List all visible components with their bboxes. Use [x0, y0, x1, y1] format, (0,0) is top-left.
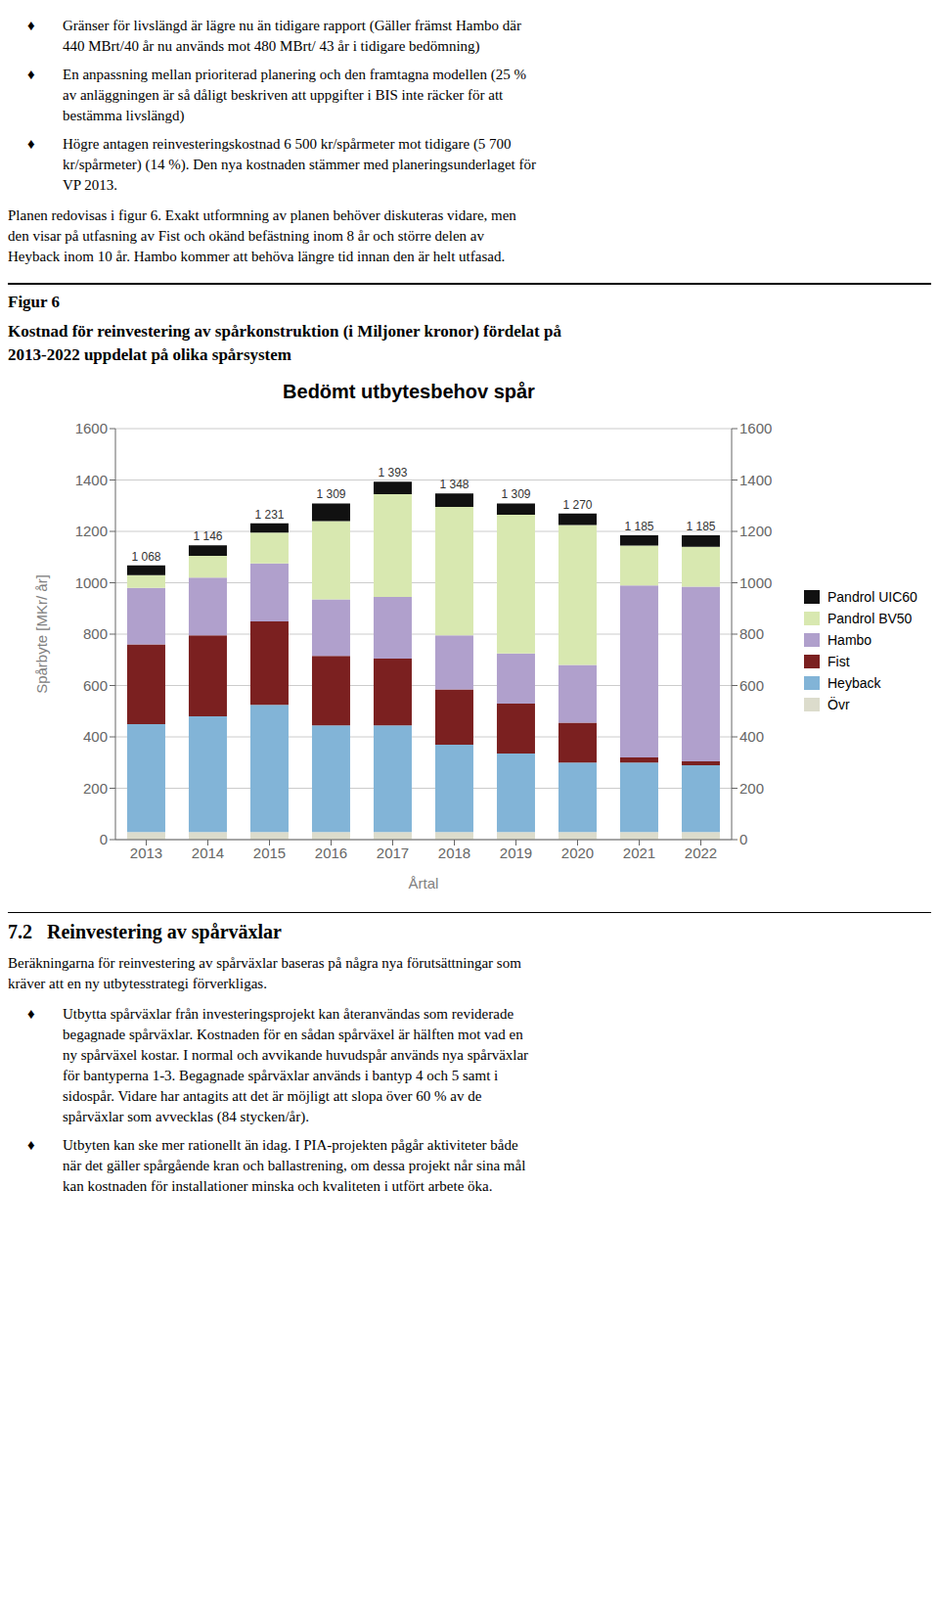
html-text:för bantyperna 1-3. Begagnade: för bantyperna 1-3. Begagnade spårväxlar…: [62, 1067, 499, 1083]
svg-text:1 146: 1 146: [192, 529, 223, 543]
html-text:Fist: Fist: [827, 653, 850, 670]
html-text:Pandrol UIC60: Pandrol UIC60: [827, 588, 918, 605]
svg-text:2017: 2017: [376, 844, 409, 861]
svg-text:1 393: 1 393: [377, 465, 407, 480]
html-text:av anläggningen är så dåligt b: av anläggningen är så dåligt beskriven a…: [62, 87, 504, 103]
svg-text:1400: 1400: [75, 471, 108, 489]
svg-text:1 270: 1 270: [562, 497, 592, 512]
html-text:En anpassning mellan prioriter: En anpassning mellan prioriterad planeri…: [62, 66, 527, 83]
html-text:kräver att en ny utbytesstrate: kräver att en ny utbytesstrategi förverk…: [7, 975, 267, 991]
svg-text:2019: 2019: [499, 844, 533, 861]
html-text:Utbytta spårväxlar från invest: Utbytta spårväxlar från investeringsproj…: [62, 1005, 514, 1022]
html-text:Kostnad för reinvestering av s: Kostnad för reinvestering av spårkonstru…: [7, 321, 562, 341]
html-text:Gränser för livslängd är lägre: Gränser för livslängd är lägre nu än tid…: [62, 17, 522, 34]
svg-text:200: 200: [739, 779, 764, 797]
svg-text:1 185: 1 185: [624, 519, 654, 534]
svg-text:2015: 2015: [253, 844, 286, 861]
html-text:kr/spårmeter) (14 %). Den nya: kr/spårmeter) (14 %). Den nya kostnaden …: [62, 156, 537, 173]
html-text:Övr: Övr: [827, 696, 850, 713]
svg-text:1000: 1000: [75, 574, 108, 591]
html-text:Utbyten kan ske mer rationellt: Utbyten kan ske mer rationellt än idag. …: [62, 1136, 519, 1153]
html-text:440 MBrt/40 år nu används mot: 440 MBrt/40 år nu används mot 480 MBrt/ …: [62, 38, 480, 54]
svg-text:0: 0: [99, 830, 108, 848]
svg-text:2021: 2021: [623, 844, 656, 861]
svg-text:2018: 2018: [438, 844, 471, 861]
svg-text:400: 400: [83, 727, 108, 745]
svg-text:2020: 2020: [561, 844, 594, 861]
html-text:Beräkningarna för reinvesterin: Beräkningarna för reinvestering av spårv…: [7, 954, 522, 971]
html-text:Heyback inom 10 år. Hambo komm: Heyback inom 10 år. Hambo kommer att beh…: [7, 248, 505, 265]
html-text:när det gäller spårgående kran: när det gäller spårgående kran och balla…: [62, 1157, 526, 1173]
svg-text:600: 600: [739, 676, 764, 694]
svg-text:Spårbyte [MKr/ år]: Spårbyte [MKr/ år]: [33, 574, 50, 694]
html-text:bestämma livslängd): bestämma livslängd): [62, 107, 185, 124]
html-text:7.2 Reinvestering av spårväxla: 7.2 Reinvestering av spårväxlar: [7, 920, 282, 942]
html-text:kan kostnaden för installation: kan kostnaden för installationer minska …: [62, 1177, 493, 1194]
svg-text:2016: 2016: [314, 844, 348, 861]
html-text:Pandrol BV50: Pandrol BV50: [827, 610, 913, 626]
svg-text:800: 800: [739, 625, 764, 642]
html-text:den visar på utfasning av Fist: den visar på utfasning av Fist och okänd…: [7, 227, 485, 244]
html-text:Högre antagen reinvesteringsko: Högre antagen reinvesteringskostnad 6 50…: [62, 135, 512, 152]
svg-text:1 348: 1 348: [439, 477, 469, 492]
html-text:Planen redovisas i figur 6. Ex: Planen redovisas i figur 6. Exakt utform…: [7, 207, 517, 224]
svg-text:600: 600: [83, 676, 108, 694]
svg-text:1 231: 1 231: [254, 507, 284, 522]
html-text:Figur 6: Figur 6: [7, 292, 60, 312]
svg-text:200: 200: [83, 779, 108, 797]
html-text:VP 2013.: VP 2013.: [62, 177, 118, 193]
svg-text:1 185: 1 185: [685, 519, 716, 534]
html-text:begagnade spårväxlar. Kostnade: begagnade spårväxlar. Kostnaden för en s…: [62, 1026, 524, 1042]
html-text:Bedömt utbytesbehov spår: Bedömt utbytesbehov spår: [282, 380, 535, 403]
html-text:sidospår. Vidare har antagits: sidospår. Vidare har antagits att det är…: [62, 1087, 482, 1104]
html-text:ny spårväxel kostar. I normal: ny spårväxel kostar. I normal och avvika…: [62, 1046, 529, 1063]
svg-text:1400: 1400: [739, 471, 772, 489]
html-text:Hambo: Hambo: [827, 631, 872, 648]
svg-text:800: 800: [83, 625, 108, 642]
svg-text:1 309: 1 309: [315, 487, 346, 501]
svg-text:0: 0: [739, 830, 748, 848]
svg-text:2014: 2014: [191, 844, 224, 861]
html-text:Heyback: Heyback: [827, 674, 881, 691]
svg-text:Årtal: Årtal: [408, 874, 440, 892]
svg-text:1 068: 1 068: [131, 549, 161, 564]
svg-text:1600: 1600: [739, 419, 772, 437]
svg-text:1 309: 1 309: [500, 487, 531, 501]
svg-text:2022: 2022: [684, 844, 717, 861]
svg-text:1200: 1200: [739, 522, 772, 539]
svg-text:1600: 1600: [75, 419, 108, 437]
svg-text:1000: 1000: [739, 574, 772, 591]
svg-text:2013: 2013: [130, 844, 163, 861]
svg-text:1200: 1200: [75, 522, 108, 539]
html-text:2013-2022 uppdelat på olika sp: 2013-2022 uppdelat på olika spårsystem: [7, 345, 292, 364]
html-text:spårväxlar som avvecklas (84 s: spårväxlar som avvecklas (84 stycken/år)…: [62, 1108, 310, 1124]
svg-text:400: 400: [739, 727, 764, 745]
